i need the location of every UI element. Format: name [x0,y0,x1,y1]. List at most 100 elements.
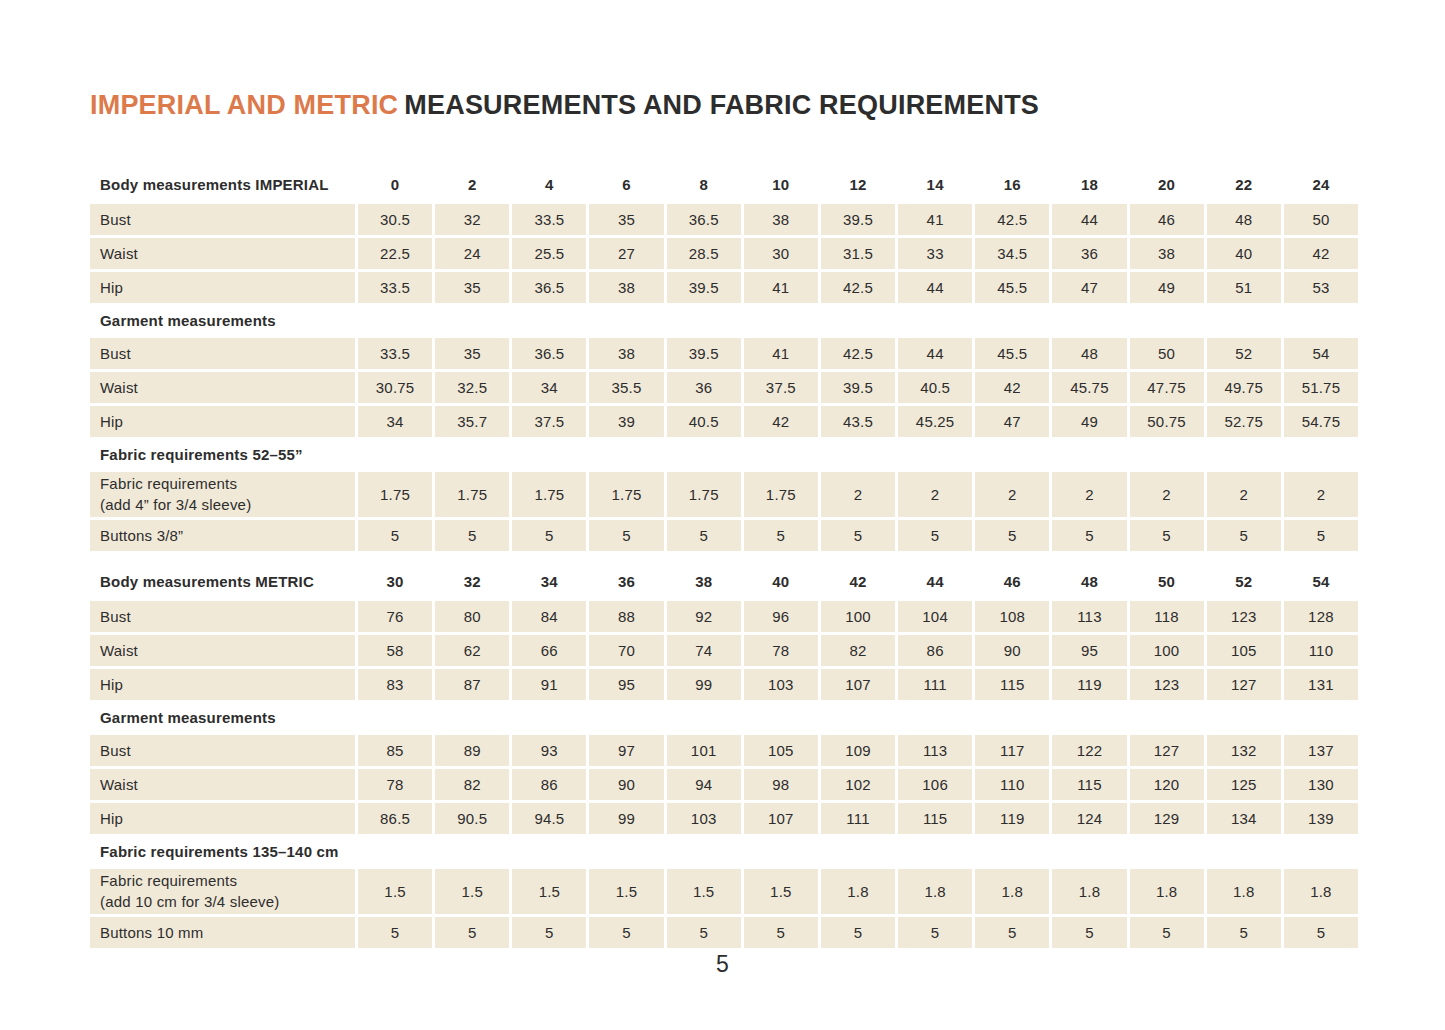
value-cell: 90 [589,769,663,800]
value-cell: 46 [1130,204,1204,235]
size-header-cell: 14 [898,168,972,201]
value-cell: 132 [1207,735,1281,766]
value-cell: 45.5 [975,338,1049,369]
value-cell: 40 [1207,238,1281,269]
value-cell: 5 [1207,917,1281,948]
section-label-row: Fabric requirements 135–140 cm [90,837,1358,866]
row-label-text: Waist [100,776,138,793]
value-cell: 98 [744,769,818,800]
value-cell: 74 [667,635,741,666]
value-cell: 92 [667,601,741,632]
value-cell: 38 [589,272,663,303]
value-cell: 47.75 [1130,372,1204,403]
section-label-row: Fabric requirements 52–55” [90,440,1358,469]
value-cell: 66 [512,635,586,666]
value-cell: 107 [821,669,895,700]
value-cell: 2 [1130,472,1204,517]
size-header-cell: 48 [1052,565,1126,598]
value-cell: 119 [975,803,1049,834]
table-row: Waist22.52425.52728.53031.53334.53638404… [90,238,1358,269]
size-header-cell: 30 [358,565,432,598]
value-cell: 127 [1207,669,1281,700]
value-cell: 123 [1207,601,1281,632]
size-header-cell: 12 [821,168,895,201]
value-cell: 107 [744,803,818,834]
size-header-cell: 6 [589,168,663,201]
row-label-text: Fabric requirements [100,474,237,494]
value-cell: 39 [589,406,663,437]
value-cell: 87 [435,669,509,700]
size-header-cell: 4 [512,168,586,201]
value-cell: 89 [435,735,509,766]
value-cell: 49.75 [1207,372,1281,403]
value-cell: 42 [744,406,818,437]
value-cell: 129 [1130,803,1204,834]
row-label: Waist [90,635,355,666]
value-cell: 5 [667,520,741,551]
row-label: Hip [90,803,355,834]
value-cell: 35 [435,338,509,369]
value-cell: 1.8 [1130,869,1204,914]
size-header-cell: 54 [1284,565,1358,598]
value-cell: 52.75 [1207,406,1281,437]
value-cell: 2 [1284,472,1358,517]
row-label: Garment measurements [90,703,355,732]
value-cell: 45.75 [1052,372,1126,403]
row-label: Fabric requirements(add 10 cm for 3/4 sl… [90,869,355,914]
table-row: Buttons 10 mm5555555555555 [90,917,1358,948]
table-spacer [90,554,1358,565]
table-header-row: Body measurements METRIC3032343638404244… [90,565,1358,598]
value-cell: 1.8 [898,869,972,914]
section-label-row: Garment measurements [90,306,1358,335]
row-label-text: Waist [100,642,138,659]
row-label-text: Garment measurements [100,709,276,726]
value-cell: 5 [358,520,432,551]
value-cell: 94 [667,769,741,800]
value-cell: 41 [744,272,818,303]
value-cell: 70 [589,635,663,666]
value-cell: 110 [975,769,1049,800]
value-cell: 27 [589,238,663,269]
value-cell: 111 [898,669,972,700]
value-cell: 30.5 [358,204,432,235]
row-label: Hip [90,669,355,700]
value-cell: 34 [358,406,432,437]
value-cell: 105 [1207,635,1281,666]
table-header-row: Body measurements IMPERIAL02468101214161… [90,168,1358,201]
table-row: Bust30.53233.53536.53839.54142.544464850 [90,204,1358,235]
row-label: Body measurements IMPERIAL [90,168,355,201]
page-title-rest: MEASUREMENTS AND FABRIC REQUIREMENTS [404,90,1039,120]
row-label: Waist [90,238,355,269]
value-cell: 94.5 [512,803,586,834]
table-row: Hip3435.737.53940.54243.545.25474950.755… [90,406,1358,437]
value-cell: 50 [1130,338,1204,369]
value-cell: 58 [358,635,432,666]
value-cell: 22.5 [358,238,432,269]
value-cell: 95 [1052,635,1126,666]
value-cell: 100 [1130,635,1204,666]
value-cell: 115 [1052,769,1126,800]
row-label: Waist [90,769,355,800]
value-cell: 1.8 [1284,869,1358,914]
value-cell: 62 [435,635,509,666]
page-title: IMPERIAL AND METRICMEASUREMENTS AND FABR… [90,90,1039,121]
value-cell: 115 [898,803,972,834]
size-header-cell: 8 [667,168,741,201]
value-cell: 30 [744,238,818,269]
value-cell: 128 [1284,601,1358,632]
value-cell: 97 [589,735,663,766]
value-cell: 45.25 [898,406,972,437]
row-label: Fabric requirements 135–140 cm [90,837,355,866]
value-cell: 111 [821,803,895,834]
value-cell: 139 [1284,803,1358,834]
value-cell: 47 [1052,272,1126,303]
value-cell: 93 [512,735,586,766]
row-label-text: Waist [100,379,138,396]
value-cell: 1.5 [512,869,586,914]
value-cell: 51.75 [1284,372,1358,403]
size-header-cell: 52 [1207,565,1281,598]
value-cell: 86 [512,769,586,800]
value-cell: 83 [358,669,432,700]
value-cell: 95 [589,669,663,700]
value-cell: 5 [1284,917,1358,948]
